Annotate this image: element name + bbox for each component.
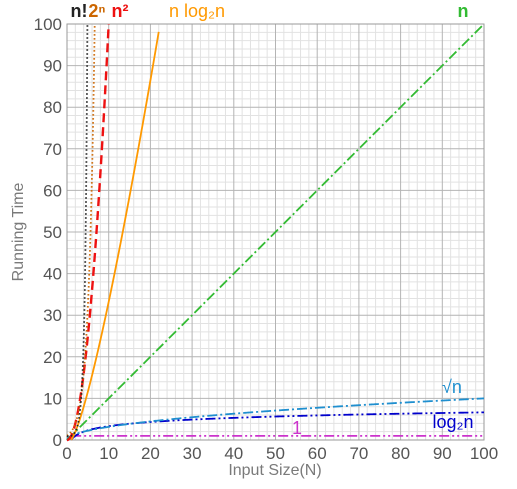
series-label: 2ⁿ — [88, 1, 105, 21]
y-tick-label: 70 — [43, 140, 62, 159]
series-label: log₂n — [432, 412, 473, 432]
series-line — [66, 23, 110, 442]
y-axis-title: Running Time — [10, 183, 27, 282]
x-tick-label: 10 — [99, 444, 118, 463]
series-line — [66, 25, 96, 437]
y-tick-label: 40 — [43, 265, 62, 284]
series-label: √n — [442, 377, 462, 397]
y-tick-label: 20 — [43, 348, 62, 367]
x-tick-label: 30 — [183, 444, 202, 463]
x-tick-label: 90 — [433, 444, 452, 463]
series-line — [66, 397, 485, 441]
y-tick-label: 50 — [43, 223, 62, 242]
x-axis-title: Input Size(N) — [228, 462, 321, 479]
series-lines — [66, 23, 485, 442]
series-line — [66, 23, 485, 441]
y-tick-label: 30 — [43, 306, 62, 325]
x-tick-labels: 0 10 20 30 40 50 60 70 80 90 100 — [62, 444, 498, 463]
x-tick-label: 100 — [470, 444, 498, 463]
series-label: n — [458, 1, 469, 21]
y-tick-label: 90 — [43, 57, 62, 76]
x-tick-label: 20 — [141, 444, 160, 463]
x-tick-label: 0 — [62, 444, 71, 463]
x-tick-label: 40 — [224, 444, 243, 463]
series-label: n log₂n — [169, 1, 225, 21]
series-label: 1 — [292, 418, 302, 438]
x-tick-label: 50 — [266, 444, 285, 463]
series-labels: 1 log₂n √n n n log₂n n² 2ⁿn! — [71, 1, 474, 438]
y-tick-labels: 0 10 20 30 40 50 60 70 80 90 100 — [34, 15, 62, 450]
y-tick-label: 10 — [43, 389, 62, 408]
x-tick-label: 70 — [349, 444, 368, 463]
series-label: n² — [112, 1, 129, 21]
plot-frame — [66, 23, 485, 441]
series-label: n! — [71, 1, 88, 21]
y-tick-label: 100 — [34, 15, 62, 34]
series-line — [70, 31, 160, 441]
series-line — [66, 23, 89, 438]
x-tick-label: 60 — [308, 444, 327, 463]
y-tick-label: 80 — [43, 98, 62, 117]
y-tick-label: 60 — [43, 181, 62, 200]
x-tick-label: 80 — [391, 444, 410, 463]
y-tick-label: 0 — [53, 431, 62, 450]
